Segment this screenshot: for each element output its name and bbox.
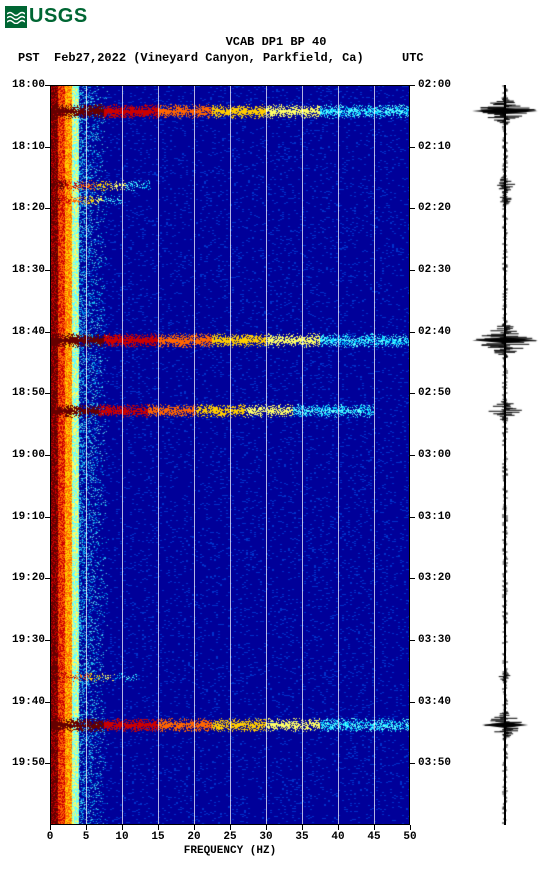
gridline bbox=[338, 85, 339, 825]
y-right-label: 03:10 bbox=[418, 511, 451, 523]
x-axis: 05101520253035404550 bbox=[50, 825, 410, 845]
y-left-label: 18:20 bbox=[12, 202, 45, 214]
gridline bbox=[158, 85, 159, 825]
y-left-label: 18:10 bbox=[12, 141, 45, 153]
x-axis-title: FREQUENCY (HZ) bbox=[50, 845, 410, 857]
y-right-label: 03:20 bbox=[418, 572, 451, 584]
usgs-logo-text: USGS bbox=[29, 5, 88, 28]
y-right-label: 03:40 bbox=[418, 696, 451, 708]
y-left-label: 18:00 bbox=[12, 79, 45, 91]
x-tick-label: 0 bbox=[47, 831, 54, 843]
plot-title: VCAB DP1 BP 40 bbox=[0, 35, 552, 51]
y-right-label: 03:50 bbox=[418, 757, 451, 769]
gridline bbox=[86, 85, 87, 825]
y-right-label: 03:30 bbox=[418, 634, 451, 646]
y-right-label: 03:00 bbox=[418, 449, 451, 461]
gridline bbox=[302, 85, 303, 825]
x-tick-label: 45 bbox=[367, 831, 380, 843]
tz-right-label: UTC bbox=[402, 51, 424, 65]
x-tick-label: 15 bbox=[151, 831, 164, 843]
y-right-label: 02:50 bbox=[418, 387, 451, 399]
y-right-label: 02:20 bbox=[418, 202, 451, 214]
y-left-label: 18:40 bbox=[12, 326, 45, 338]
x-tick-label: 25 bbox=[223, 831, 236, 843]
gridline bbox=[266, 85, 267, 825]
usgs-wave-icon bbox=[5, 6, 27, 28]
spectrogram-plot bbox=[50, 85, 410, 825]
gridline bbox=[194, 85, 195, 825]
usgs-logo: USGS bbox=[5, 5, 88, 28]
x-tick-label: 40 bbox=[331, 831, 344, 843]
y-left-label: 19:20 bbox=[12, 572, 45, 584]
gridline bbox=[374, 85, 375, 825]
y-left-label: 19:10 bbox=[12, 511, 45, 523]
y-left-label: 18:50 bbox=[12, 387, 45, 399]
gridline bbox=[230, 85, 231, 825]
x-tick-label: 5 bbox=[83, 831, 90, 843]
x-tick-label: 50 bbox=[403, 831, 416, 843]
y-right-label: 02:30 bbox=[418, 264, 451, 276]
y-right-label: 02:10 bbox=[418, 141, 451, 153]
x-tick-label: 35 bbox=[295, 831, 308, 843]
y-right-label: 02:00 bbox=[418, 79, 451, 91]
y-left-label: 19:40 bbox=[12, 696, 45, 708]
y-right-label: 02:40 bbox=[418, 326, 451, 338]
x-tick-label: 10 bbox=[115, 831, 128, 843]
y-left-label: 19:00 bbox=[12, 449, 45, 461]
x-tick-label: 30 bbox=[259, 831, 272, 843]
y-left-label: 18:30 bbox=[12, 264, 45, 276]
waveform-noise bbox=[470, 85, 540, 825]
gridline bbox=[122, 85, 123, 825]
x-tick-label: 20 bbox=[187, 831, 200, 843]
y-left-label: 19:30 bbox=[12, 634, 45, 646]
tz-left-label: PST Feb27,2022 (Vineyard Canyon, Parkfie… bbox=[18, 51, 364, 65]
y-left-label: 19:50 bbox=[12, 757, 45, 769]
title-main: VCAB DP1 BP 40 bbox=[0, 35, 552, 51]
waveform-trace bbox=[470, 85, 540, 825]
